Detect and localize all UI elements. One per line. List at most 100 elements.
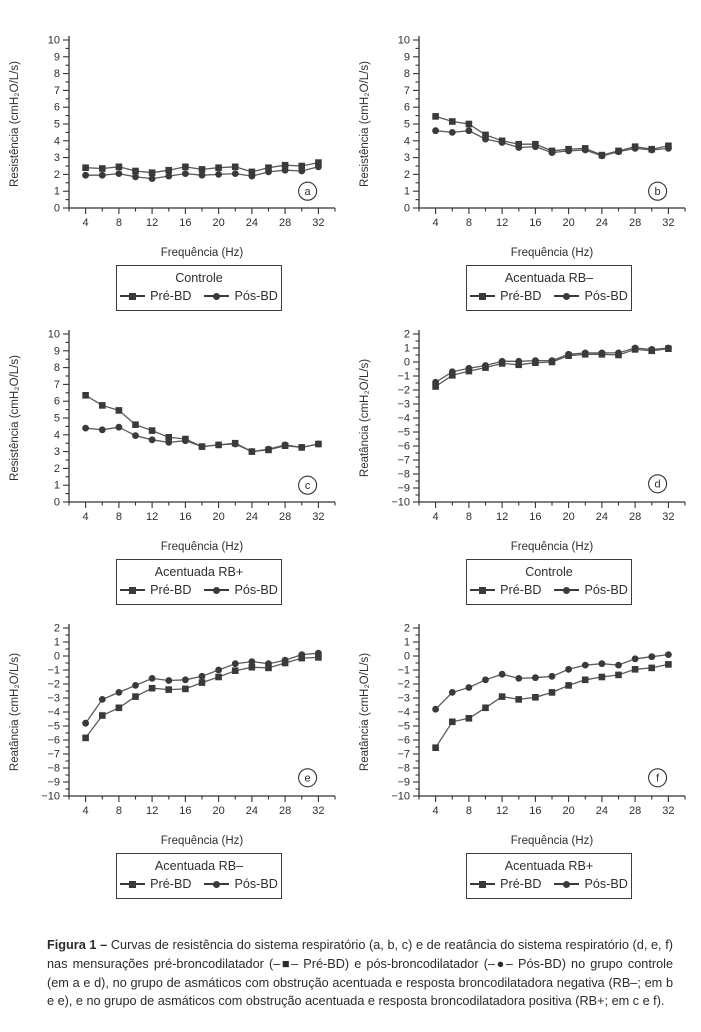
data-point-circle xyxy=(298,651,306,658)
legend-a: Controle Pré-BD Pós-BD xyxy=(116,265,282,311)
circle-marker-icon xyxy=(554,292,580,300)
x-tick-label: 12 xyxy=(146,511,158,523)
x-tick-label: 4 xyxy=(433,805,439,817)
legend-entry-pre-bd: Pré-BD xyxy=(120,288,191,304)
axes xyxy=(418,624,685,797)
data-point-square xyxy=(182,685,189,693)
data-point-square xyxy=(231,667,239,674)
data-point-circle xyxy=(448,129,456,136)
square-marker-icon xyxy=(470,292,496,300)
data-point-square xyxy=(198,679,206,686)
y-tick-label: 5 xyxy=(54,119,60,131)
data-point-square xyxy=(449,372,456,379)
legend-entry-pre-bd: Pré-BD xyxy=(120,876,191,892)
y-tick-label: 9 xyxy=(54,51,60,63)
data-point-square xyxy=(265,164,272,171)
panel-letter: a xyxy=(305,186,312,198)
data-point-circle xyxy=(565,147,572,155)
data-point-square xyxy=(482,704,489,712)
legend-entry-pos-bd: Pós-BD xyxy=(204,582,278,598)
data-point-circle xyxy=(132,432,139,439)
data-point-square xyxy=(432,113,439,120)
data-point-square xyxy=(482,131,489,139)
legend-entry-pos-bd: Pós-BD xyxy=(554,288,628,304)
y-tick-label: 1 xyxy=(54,480,60,492)
data-point-square xyxy=(82,164,89,171)
data-point-circle xyxy=(315,649,322,657)
y-tick-label: 8 xyxy=(54,362,60,374)
legend-entries: Pré-BD Pós-BD xyxy=(470,876,628,892)
x-tick-label: 8 xyxy=(466,217,472,229)
x-tick-label: 28 xyxy=(279,511,291,523)
y-tick-label: −7 xyxy=(47,749,60,761)
data-point-circle xyxy=(532,143,539,151)
data-point-square xyxy=(515,696,522,703)
y-tick-label: −2 xyxy=(47,679,60,691)
x-tick-label: 4 xyxy=(433,217,439,229)
legend-title: Acentuada RB+ xyxy=(154,565,244,579)
data-point-circle xyxy=(548,357,556,364)
data-point-square xyxy=(115,704,123,712)
data-point-circle xyxy=(432,705,439,713)
data-point-circle xyxy=(315,440,322,448)
y-tick-label: 8 xyxy=(54,68,60,80)
legend-title: Acentuada RB– xyxy=(504,271,594,285)
data-point-circle xyxy=(165,172,173,180)
data-point-circle xyxy=(115,170,123,178)
x-tick-label: 24 xyxy=(246,217,258,229)
y-axis-title: Reatância (cmH₂O/L/s) xyxy=(359,359,371,477)
data-point-circle xyxy=(281,656,289,664)
data-point-circle xyxy=(248,448,256,455)
data-point-square xyxy=(565,682,572,689)
legend-entries: Pré-BD Pós-BD xyxy=(470,582,628,598)
y-tick-label: −5 xyxy=(397,721,410,733)
data-point-circle xyxy=(515,357,523,365)
data-point-circle xyxy=(198,443,206,450)
y-tick-label: −3 xyxy=(47,693,60,705)
data-point-circle xyxy=(432,378,439,386)
legend-entry-pre-bd: Pré-BD xyxy=(470,876,541,892)
data-point-square xyxy=(465,120,473,128)
panel-letter: d xyxy=(655,479,661,491)
data-point-square xyxy=(148,427,156,434)
x-tick-label: 20 xyxy=(212,511,224,523)
data-point-circle xyxy=(548,149,556,156)
circle-marker-icon xyxy=(554,880,580,888)
data-point-circle xyxy=(231,440,239,448)
panel-grid: 0 1 2 3 4 5 6 7 8 9 10 4 8 12 16 20 24 28 32 Frequência (Hz… xyxy=(0,28,701,910)
data-point-circle xyxy=(648,346,656,353)
data-point-circle xyxy=(132,682,139,689)
y-tick-label: 7 xyxy=(404,85,410,97)
data-point-circle xyxy=(248,658,256,665)
y-tick-label: 6 xyxy=(54,396,60,408)
data-point-circle xyxy=(298,444,306,451)
data-point-square xyxy=(615,671,622,679)
x-tick-label: 28 xyxy=(629,217,641,229)
y-tick-label: 2 xyxy=(54,463,60,475)
data-point-circle xyxy=(265,660,272,668)
y-tick-label: −7 xyxy=(397,455,410,467)
panel-letter: c xyxy=(305,480,311,492)
legend-label-pre-bd: Pré-BD xyxy=(500,877,542,891)
data-point-square xyxy=(115,163,123,171)
data-point-circle xyxy=(215,441,223,449)
data-point-square xyxy=(99,165,106,172)
panel-f: −10 −9 −8 −7 −6 −5 −4 −3 −2 −1 0 1 2 4 8 12 16 20 24 28 32 Fr… xyxy=(350,616,701,910)
x-tick-label: 16 xyxy=(529,217,541,229)
data-point-square xyxy=(182,163,189,171)
legend-entry-pre-bd: Pré-BD xyxy=(470,288,541,304)
x-tick-label: 20 xyxy=(212,217,224,229)
data-point-circle xyxy=(148,175,156,183)
y-axis-title: Resistência (cmH₂O/L/s) xyxy=(359,61,371,187)
x-tick-label: 4 xyxy=(433,511,439,523)
y-axis-title: Reatância (cmH₂O/L/s) xyxy=(9,653,21,771)
y-tick-label: 2 xyxy=(404,623,410,635)
y-tick-label: 0 xyxy=(404,357,410,369)
y-tick-label: −4 xyxy=(397,707,410,719)
data-point-circle xyxy=(482,676,489,684)
legend-entry-pre-bd: Pré-BD xyxy=(120,582,191,598)
panel-letter: e xyxy=(305,773,311,785)
caption-text: Curvas de resistência do sistema respira… xyxy=(47,938,673,1009)
